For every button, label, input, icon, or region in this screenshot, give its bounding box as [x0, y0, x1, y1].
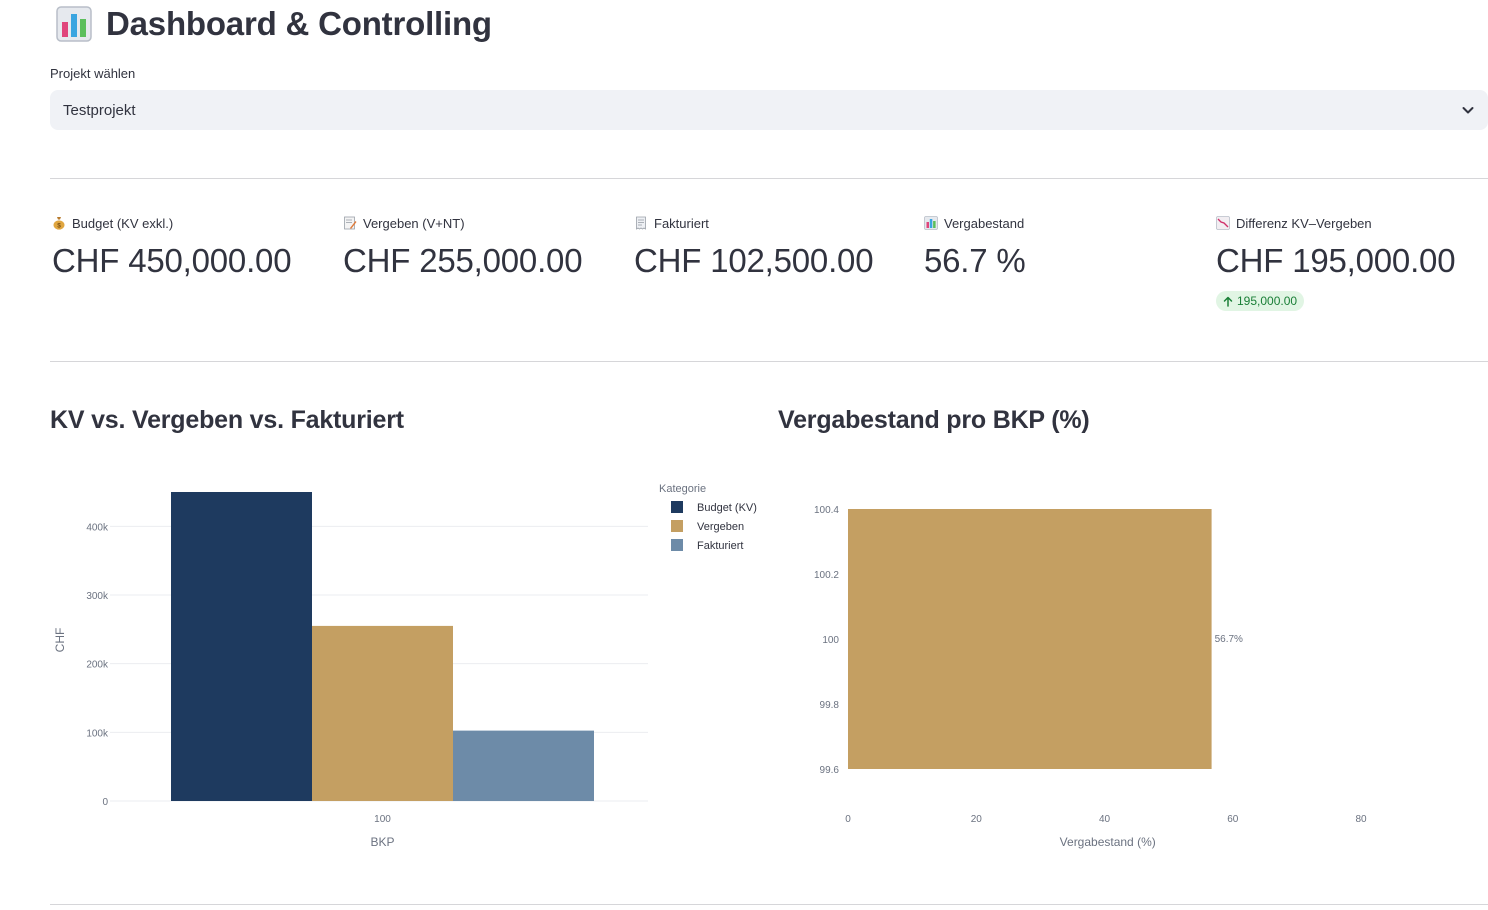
x-tick-label: 40 [1099, 814, 1111, 825]
y-tick-label: 0 [102, 797, 108, 808]
page-title: Dashboard & Controlling [106, 5, 492, 42]
y-tick-label: 400k [86, 522, 109, 533]
y-tick-label: 100k [86, 728, 109, 739]
metric-label: Vergeben (V+NT) [363, 215, 465, 231]
bar-chart-vergabestand[interactable]: 99.6 99.8 100 100.2 100.4 56.7% 0 20 40 60 80 Verga… [770, 470, 1480, 860]
legend-item: Budget (KV) [697, 502, 757, 514]
y-tick-label: 100 [822, 635, 839, 646]
legend-swatch [671, 520, 683, 532]
metric-delta-value: 195,000.00 [1237, 294, 1298, 308]
legend-swatch [671, 501, 683, 513]
bar-fakturiert [453, 730, 594, 801]
x-tick-label: 0 [845, 814, 851, 825]
chart-decreasing-icon [1216, 216, 1230, 230]
metric-value: CHF 255,000.00 [343, 242, 583, 279]
y-tick-label: 99.6 [820, 765, 840, 776]
legend-item: Vergeben [697, 521, 744, 533]
metric-value: CHF 195,000.00 [1216, 242, 1456, 279]
y-tick-label: 99.8 [820, 700, 840, 711]
metric-differenz: Differenz KV–Vergeben CHF 195,000.00 195… [1216, 214, 1456, 312]
metric-fakturiert: Fakturiert CHF 102,500.00 [634, 214, 874, 281]
chart-title-right: Vergabestand pro BKP (%) [778, 406, 1090, 434]
money-bag-icon: $ [53, 217, 65, 230]
memo-icon [344, 216, 357, 230]
metric-value: 56.7 % [924, 242, 1026, 279]
legend-item: Fakturiert [697, 540, 743, 552]
divider [50, 904, 1488, 905]
metric-vergabestand: Vergabestand 56.7 % [924, 214, 1026, 281]
metric-label: Fakturiert [654, 215, 709, 231]
project-select-label: Projekt wählen [50, 66, 136, 81]
y-tick-label: 100.2 [814, 570, 839, 581]
bar-data-label: 56.7% [1215, 634, 1243, 645]
metric-value: CHF 450,000.00 [52, 242, 292, 279]
chevron-down-icon [1462, 107, 1474, 114]
bar-chart-icon [924, 216, 938, 230]
metric-label: Budget (KV exkl.) [72, 215, 174, 231]
legend-title: Kategorie [659, 483, 706, 495]
metric-delta-badge: 195,000.00 [1216, 291, 1305, 311]
metric-budget: $ Budget (KV exkl.) CHF 450,000.00 [52, 214, 292, 281]
x-axis-title: Vergabestand (%) [1060, 835, 1156, 849]
bar-chart-icon [56, 6, 92, 42]
arrow-up-icon [1223, 296, 1233, 307]
metric-value: CHF 102,500.00 [634, 242, 874, 279]
bar-budget-kv- [171, 492, 312, 801]
y-tick-label: 300k [86, 591, 109, 602]
metric-label: Vergabestand [944, 215, 1025, 231]
bar-vergabestand [848, 509, 1212, 769]
y-tick-label: 200k [86, 660, 109, 671]
project-select-value: Testprojekt [63, 101, 136, 119]
metric-vergeben: Vergeben (V+NT) CHF 255,000.00 [343, 214, 583, 281]
receipt-icon [636, 216, 646, 230]
x-tick-label: 100 [374, 814, 391, 825]
metric-label: Differenz KV–Vergeben [1236, 215, 1372, 231]
y-axis-title: CHF [53, 628, 67, 653]
title-row: Dashboard & Controlling [56, 2, 492, 46]
y-tick-label: 100.4 [814, 505, 839, 516]
svg-text:$: $ [57, 223, 61, 230]
divider [50, 361, 1488, 362]
bar-chart-kv[interactable]: 0 100k 200k 300k 400k 100 BKP CHF Kategorie Budge… [40, 470, 770, 860]
legend-swatch [671, 539, 683, 551]
project-select[interactable]: Testprojekt [50, 90, 1488, 130]
x-tick-label: 80 [1355, 814, 1367, 825]
chart-title-left: KV vs. Vergeben vs. Fakturiert [50, 406, 404, 434]
bar-vergeben [312, 625, 453, 801]
x-tick-label: 60 [1227, 814, 1239, 825]
x-axis-title: BKP [370, 835, 394, 849]
divider [50, 178, 1488, 179]
x-tick-label: 20 [971, 814, 983, 825]
